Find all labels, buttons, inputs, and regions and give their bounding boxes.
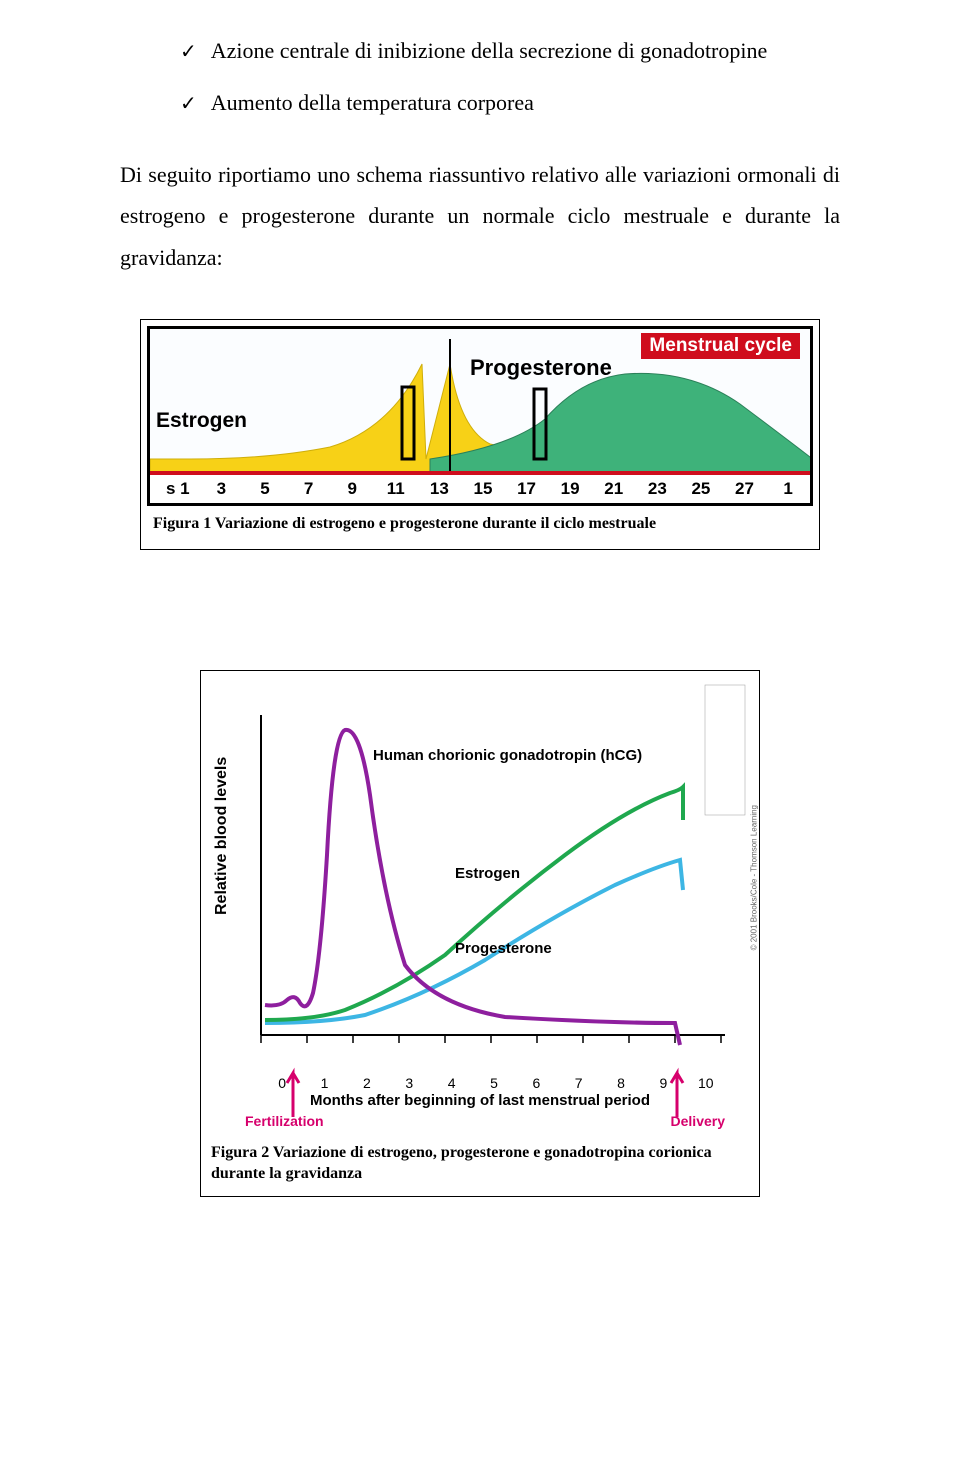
progesterone-label: Progesterone (455, 940, 552, 957)
bullet-text: Azione centrale di inibizione della secr… (211, 30, 768, 72)
copyright-text: © 2001 Brooks/Cole - Thomson Learning (749, 805, 758, 950)
tick-label: 25 (679, 479, 723, 499)
tick-label: 5 (243, 479, 287, 499)
x-tick-marks (261, 1035, 721, 1043)
x-tick-labels: 0 1 2 3 4 5 6 7 8 9 10 (261, 1075, 727, 1091)
tick-label: 9 (330, 479, 374, 499)
tick-label: 10 (685, 1075, 727, 1091)
tick-label: 1 (303, 1075, 345, 1091)
figure-1-caption: Figura 1 Variazione di estrogeno e proge… (147, 512, 813, 543)
bullet-text: Aumento della temperatura corporea (211, 82, 534, 124)
tick-label: 1 (766, 479, 810, 499)
tick-label: 6 (515, 1075, 557, 1091)
pregnancy-chart: Relative blood levels Human chorionic go… (205, 675, 755, 1135)
tick-label: 11 (374, 479, 418, 499)
figure-1-container: Menstrual cycle Progesterone Estrogen s … (140, 319, 820, 550)
figure-2-caption: Figura 2 Variazione di estrogeno, proges… (205, 1141, 755, 1193)
bullet-list: ✓ Azione centrale di inibizione della se… (180, 30, 840, 124)
tick-label: 4 (430, 1075, 472, 1091)
tick-label: 2 (346, 1075, 388, 1091)
y-axis-label: Relative blood levels (213, 757, 231, 915)
estrogen-label: Estrogen (455, 865, 520, 882)
figure-2-container: Relative blood levels Human chorionic go… (200, 670, 760, 1198)
tick-label: 3 (388, 1075, 430, 1091)
tick-label: 5 (473, 1075, 515, 1091)
check-icon: ✓ (180, 39, 197, 64)
tick-label: 19 (548, 479, 592, 499)
chart2-svg (205, 675, 755, 1135)
bullet-item: ✓ Azione centrale di inibizione della se… (180, 30, 840, 72)
tick-label: 23 (636, 479, 680, 499)
fertilization-label: Fertilization (245, 1113, 324, 1129)
hcg-line (265, 730, 680, 1045)
check-icon: ✓ (180, 91, 197, 116)
tick-label: 0 (261, 1075, 303, 1091)
copyright-box (705, 685, 745, 815)
x-axis-label: Months after beginning of last menstrual… (205, 1092, 755, 1109)
tick-label: 17 (505, 479, 549, 499)
tick-label: 21 (592, 479, 636, 499)
hcg-label: Human chorionic gonadotropin (hCG) (373, 747, 642, 764)
estrogen-label: Estrogen (156, 409, 247, 433)
intro-paragraph: Di seguito riportiamo uno schema riassun… (120, 154, 840, 279)
tick-label: 13 (418, 479, 462, 499)
tick-label: 7 (558, 1075, 600, 1091)
delivery-label: Delivery (671, 1113, 725, 1129)
tick-label: 15 (461, 479, 505, 499)
tick-label: s 1 (156, 479, 200, 499)
progesterone-area (430, 373, 813, 479)
tick-label: 9 (642, 1075, 684, 1091)
tick-label: 7 (287, 479, 331, 499)
menstrual-cycle-title: Menstrual cycle (641, 333, 800, 359)
tick-label: 3 (200, 479, 244, 499)
tick-label: 27 (723, 479, 767, 499)
menstrual-cycle-chart: Menstrual cycle Progesterone Estrogen s … (147, 326, 813, 506)
progesterone-label: Progesterone (470, 355, 612, 381)
tick-label: 8 (600, 1075, 642, 1091)
bullet-item: ✓ Aumento della temperatura corporea (180, 82, 840, 124)
x-axis-ticks: s 1 3 5 7 9 11 13 15 17 19 21 23 25 27 1 (150, 475, 810, 503)
